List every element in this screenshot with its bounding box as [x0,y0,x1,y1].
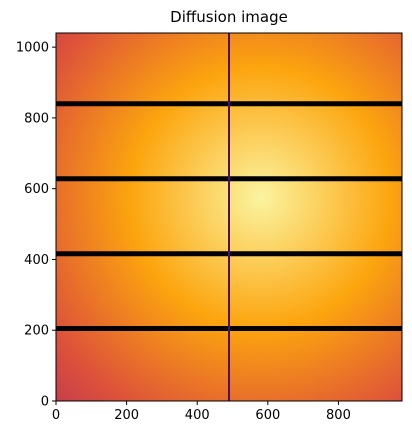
x-tick-label: 0 [52,408,60,423]
x-tick-label: 400 [185,408,210,423]
chart-title: Diffusion image [170,8,288,26]
y-tick-label: 1000 [16,41,49,56]
detector-gaps [56,33,402,401]
y-tick-label: 200 [24,324,49,339]
x-tick-label: 600 [255,408,280,423]
y-tick-label: 800 [24,111,49,126]
x-tick-label: 200 [114,408,139,423]
y-axis: 0 200 400 600 800 1000 [16,41,56,410]
plot-frame [55,32,403,402]
y-tick-label: 600 [24,182,49,197]
x-tick-label: 800 [326,408,351,423]
plot-area [56,33,402,401]
x-axis: 0 200 400 600 800 [52,401,351,423]
y-tick-label: 400 [24,253,49,268]
y-tick-label: 0 [41,395,49,410]
